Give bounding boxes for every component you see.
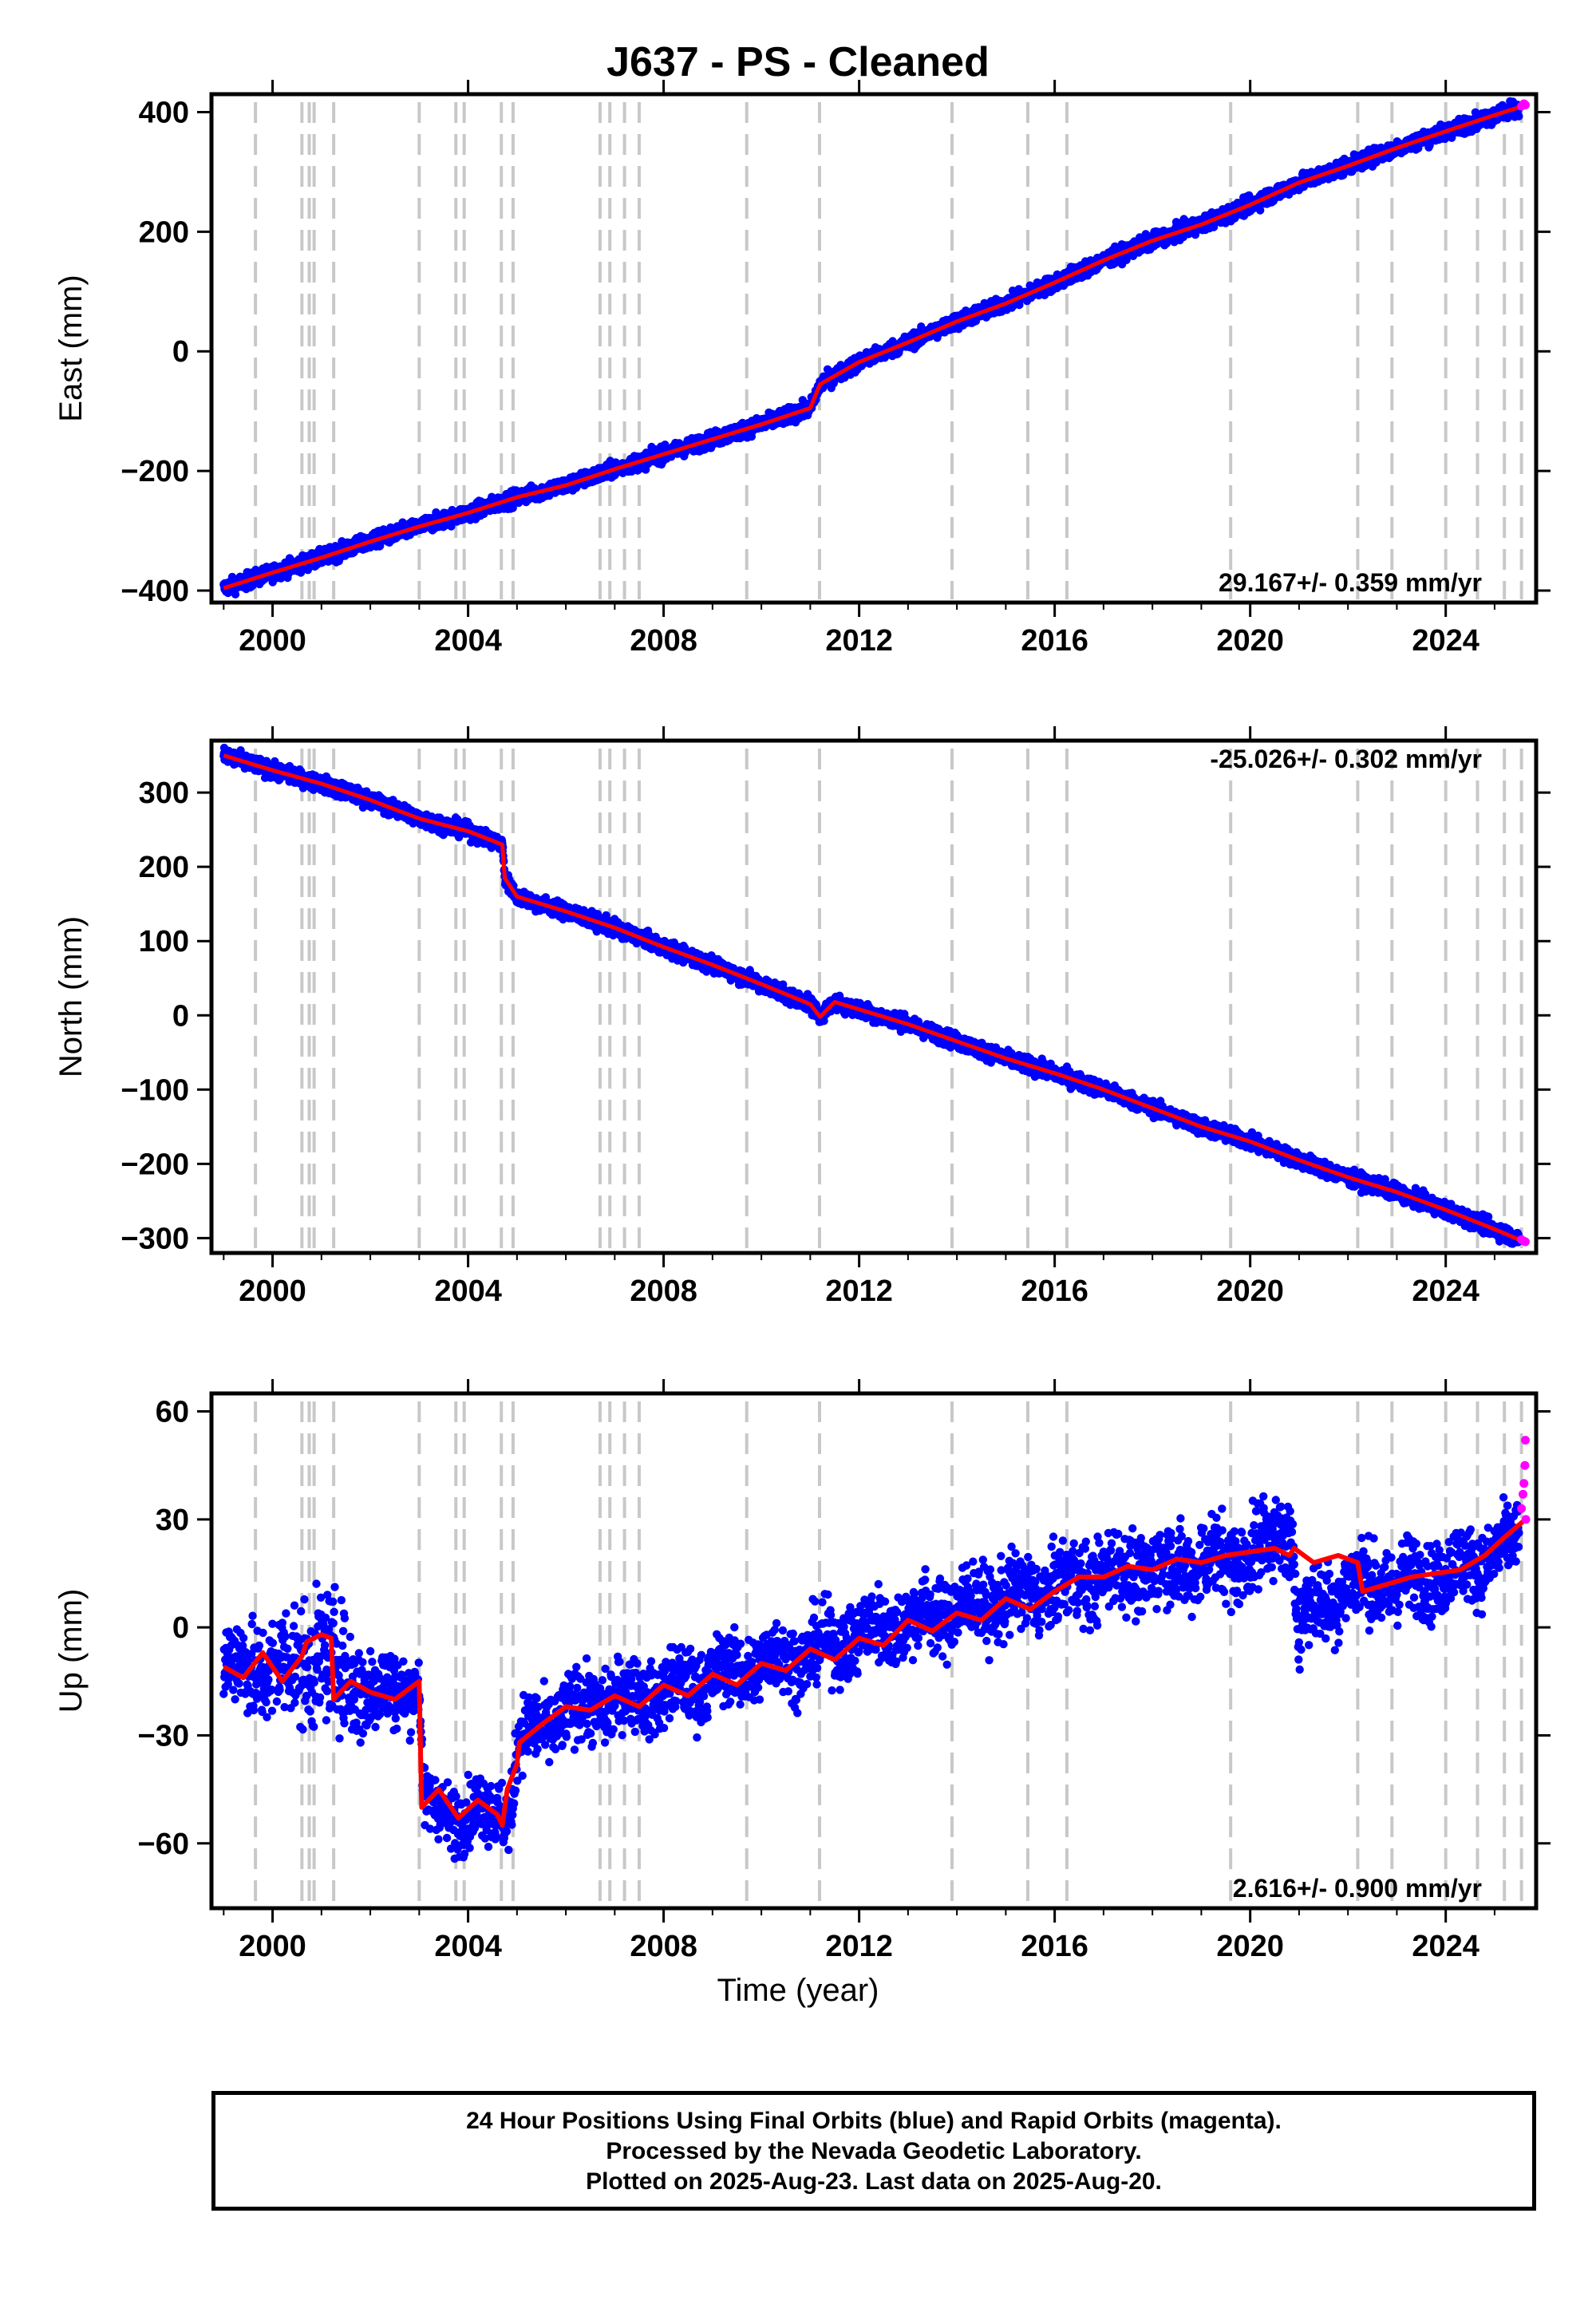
x-tick-label: 2000 (239, 624, 306, 658)
east-rapid-orbit-points (1517, 99, 1530, 111)
y-tick-label: −400 (120, 575, 189, 608)
y-tick-label: 0 (172, 335, 189, 369)
model-line (223, 105, 1520, 591)
chart-title: J637 - PS - Cleaned (606, 39, 990, 85)
data-point (1515, 112, 1523, 121)
x-tick-label: 2008 (630, 624, 697, 658)
x-tick-label: 2004 (434, 624, 502, 658)
x-tick-label: 2012 (825, 624, 893, 658)
y-tick-label: −200 (120, 455, 189, 488)
east-frame (209, 92, 1539, 605)
north-plot-area (219, 743, 1530, 1248)
y-tick-label: 400 (139, 96, 189, 129)
north-panel: 2000 2004 2008 2012 2016 2020 2024−300−200−100… (53, 726, 1551, 1308)
north-final-orbit-points (219, 743, 1523, 1248)
y-axis-title: East (mm) (53, 275, 89, 421)
y-tick-label: 200 (139, 215, 189, 249)
x-tick-label: 2016 (1021, 624, 1088, 658)
east-panel: 2000 2004 2008 2012 2016 2020 2024 −400 −200 0 200… (53, 80, 1551, 658)
data-point (1256, 206, 1265, 215)
x-tick-label: 2024 (1412, 624, 1479, 658)
rate-label: 29.167+/- 0.359 mm/yr (1219, 568, 1482, 597)
data-point (231, 590, 240, 599)
rapid-point (1521, 101, 1530, 109)
east-plot-area (219, 97, 1530, 599)
x-tick-label: 2020 (1216, 624, 1284, 658)
